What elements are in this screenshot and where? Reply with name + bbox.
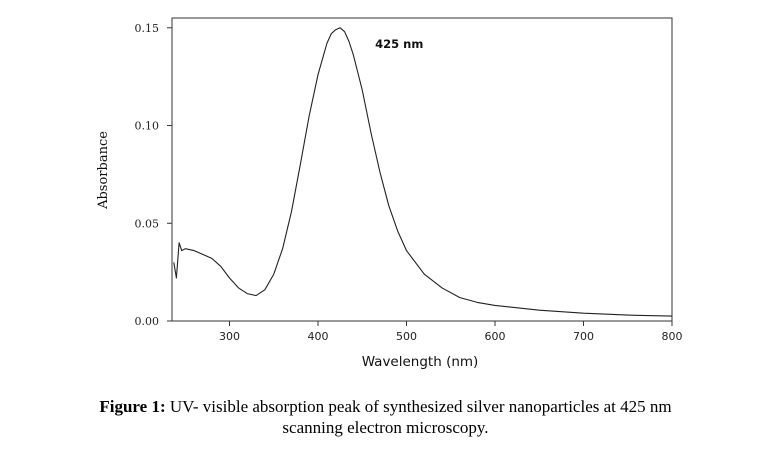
x-tick-label: 600 <box>485 330 506 343</box>
peak-annotation: 425 nm <box>375 37 423 51</box>
chart-ticks: 0.00 0.05 0.10 0.15 300 400 500 600 700 800 <box>135 22 683 343</box>
caption-line-2: scanning electron microscopy. <box>282 418 489 437</box>
x-axis-label: Wavelength (nm) <box>362 354 479 370</box>
x-tick-label: 300 <box>219 330 240 343</box>
x-tick-label: 400 <box>308 330 329 343</box>
y-tick-label: 0.00 <box>135 315 160 328</box>
chart-series <box>173 27 673 317</box>
caption-text-1: UV- visible absorption peak of synthesiz… <box>165 397 672 416</box>
y-tick-label: 0.05 <box>135 217 160 230</box>
chart-axes <box>171 17 673 322</box>
y-tick-label: 0.10 <box>135 120 160 133</box>
x-tick-label: 500 <box>396 330 417 343</box>
y-axis-label: Absorbance <box>96 131 111 210</box>
x-tick-label: 800 <box>662 330 683 343</box>
figure-caption: Figure 1: UV- visible absorption peak of… <box>0 396 771 438</box>
caption-line-1: Figure 1: UV- visible absorption peak of… <box>0 396 771 417</box>
absorbance-curve <box>173 27 673 317</box>
plot-frame <box>171 17 673 322</box>
caption-label: Figure 1: <box>99 397 166 416</box>
absorbance-chart: 0.00 0.05 0.10 0.15 300 400 500 600 700 800 Wavel… <box>96 17 683 370</box>
y-tick-label: 0.15 <box>135 22 160 35</box>
x-tick-label: 700 <box>573 330 594 343</box>
